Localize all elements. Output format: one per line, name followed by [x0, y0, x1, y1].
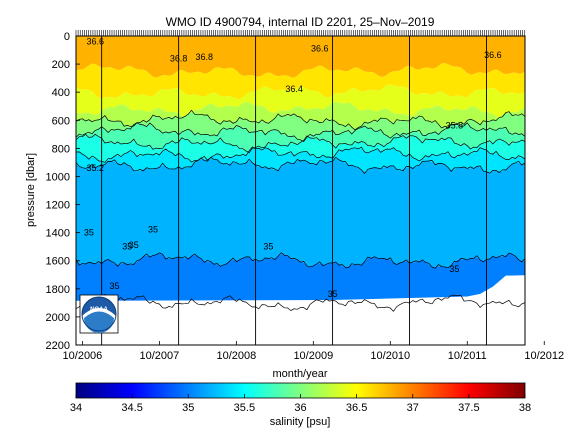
- contour-label: 35: [129, 240, 139, 250]
- colorbar-tick-label: 35.5: [234, 402, 255, 414]
- contour-label: 36.6: [311, 43, 329, 53]
- year-markers: [101, 36, 487, 345]
- contour-label: 35.2: [86, 163, 104, 173]
- contour-line: [76, 156, 525, 175]
- colorbar-tick-label: 36.5: [346, 402, 367, 414]
- y-tick-label: 200: [52, 59, 70, 71]
- colorbar-tick-label: 38: [519, 402, 531, 414]
- contour-label: 35: [84, 227, 94, 237]
- x-tick-label: 10/2008: [216, 350, 256, 362]
- x-axis: 10/2006 10/2007 10/2008 10/2009 10/2010 10/20…: [63, 341, 564, 362]
- colorbar-tick-label: 37: [407, 402, 419, 414]
- salinity-band: [76, 36, 525, 78]
- x-tick-label: 10/2007: [140, 350, 180, 362]
- x-axis-label: month/year: [272, 368, 327, 380]
- x-tick-label: 10/2006: [63, 350, 103, 362]
- x-tick-label: 10/2011: [448, 350, 487, 362]
- contour-label: 36.6: [86, 36, 104, 46]
- contour-line: [76, 122, 525, 143]
- contour-line: [76, 252, 525, 269]
- contour-label: 35: [263, 241, 273, 251]
- profile-ticks: [75, 30, 526, 36]
- contour-label: 35: [449, 264, 459, 274]
- y-tick-label: 800: [52, 143, 70, 155]
- y-tick-label: 400: [52, 87, 70, 99]
- x-tick-label: 10/2010: [370, 350, 410, 362]
- contour-label: 35: [122, 241, 132, 251]
- contour-label: 35: [328, 289, 338, 299]
- y-tick-label: 1000: [46, 171, 70, 183]
- contour-line: [76, 146, 525, 163]
- y-tick-label: 0: [64, 31, 70, 43]
- y-tick-label: 1400: [46, 228, 70, 240]
- noaa-logo-text: NOAA: [90, 307, 108, 313]
- x-tick-label: 10/2012: [524, 350, 564, 362]
- contour-label: 36.4: [285, 84, 303, 94]
- colorbar-tick-label: 37.5: [458, 402, 479, 414]
- salinity-bands: [76, 36, 525, 345]
- contour-labels: 36.636.8 36.836.636.636.435.835.235353535…: [84, 36, 502, 299]
- y-axis: 0 200 400 600 800 1000 1200 1400 1600 1800 2000 220…: [46, 31, 80, 352]
- y-axis-label: pressure [dbar]: [25, 153, 37, 227]
- contour-lines: [76, 109, 525, 312]
- contour-line: [76, 133, 525, 154]
- salinity-band: [76, 101, 525, 129]
- salinity-band: [76, 62, 525, 100]
- y-tick-label: 2000: [46, 312, 70, 324]
- colorbar-label: salinity [psu]: [270, 416, 331, 428]
- colorbar-tick-label: 34.5: [121, 402, 142, 414]
- contour-label: 36.8: [196, 52, 214, 62]
- salinity-band: [76, 123, 525, 152]
- y-tick-label: 1800: [46, 284, 70, 296]
- y-tick-label: 600: [52, 115, 70, 127]
- contour-label: 35.8: [446, 121, 464, 131]
- salinity-band: [76, 84, 525, 118]
- contour-label: 35: [148, 225, 158, 235]
- y-tick-label: 2200: [46, 340, 70, 352]
- salinity-band: [76, 253, 525, 311]
- chart-title: WMO ID 4900794, internal ID 2201, 25–Nov…: [166, 15, 435, 29]
- plot-area: 36.636.8 36.836.636.636.435.835.235353535…: [76, 36, 525, 345]
- contour-line: [76, 293, 525, 312]
- no-data-mask: [76, 275, 525, 345]
- colorbar-tick-label: 35: [182, 402, 194, 414]
- contour-label: 36.6: [484, 50, 502, 60]
- colorbar-ticks: 34 34.5 35 35.5 36 36.5 37 37.5 38: [70, 394, 531, 414]
- salinity-band: [76, 135, 525, 162]
- x-tick-label: 10/2009: [293, 350, 333, 362]
- colorbar-tick-label: 36: [294, 402, 306, 414]
- colorbar-tick-label: 34: [70, 402, 82, 414]
- salinity-band: [76, 112, 525, 141]
- y-tick-label: 1600: [46, 256, 70, 268]
- contour-label: 35: [109, 281, 119, 291]
- contour-label: 36.8: [170, 53, 188, 63]
- y-tick-label: 1200: [46, 200, 70, 212]
- noaa-logo: NOAA: [79, 294, 119, 334]
- salinity-band: [76, 158, 525, 268]
